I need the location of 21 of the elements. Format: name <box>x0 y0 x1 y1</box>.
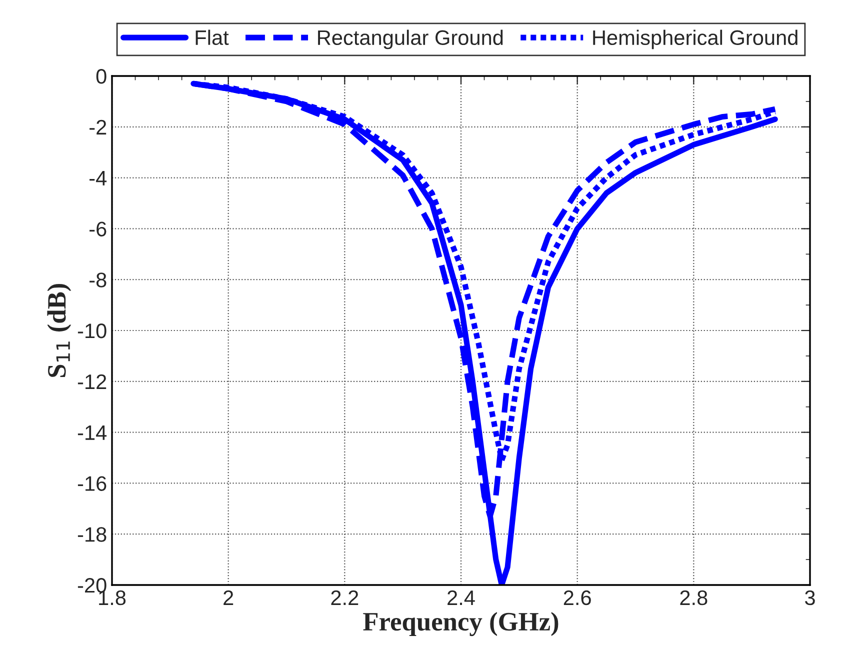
x-tick-label: 2.6 <box>564 590 591 606</box>
x-axis-title: Frequency (GHz) <box>363 612 558 636</box>
y-tick-label: 0 <box>96 69 106 84</box>
y-tick-label: -14 <box>78 426 107 440</box>
y-tick-label: -6 <box>90 222 106 236</box>
y-tick-label: -8 <box>90 272 106 288</box>
legend-label: Hemispherical Ground <box>593 30 798 50</box>
x-tick-label: 2.4 <box>448 590 475 605</box>
y-tick-label: -2 <box>90 120 106 134</box>
y-tick-label: -16 <box>78 476 106 491</box>
legend-label: Rectangular Ground <box>318 30 503 50</box>
y-tick-label: -10 <box>78 324 106 338</box>
x-tick-label: 2.8 <box>680 590 708 606</box>
y-tick-label: -4 <box>90 171 107 186</box>
legend-label: Flat <box>196 30 229 46</box>
y-tick-label: -12 <box>78 374 106 389</box>
x-tick-label: 3 <box>805 590 815 606</box>
y-tick-label: -18 <box>78 527 106 542</box>
x-tick-label: 2 <box>224 590 234 605</box>
x-tick-label: 2.2 <box>331 590 358 605</box>
y-axis-title: S$_{11}$ (dB) <box>47 284 72 377</box>
